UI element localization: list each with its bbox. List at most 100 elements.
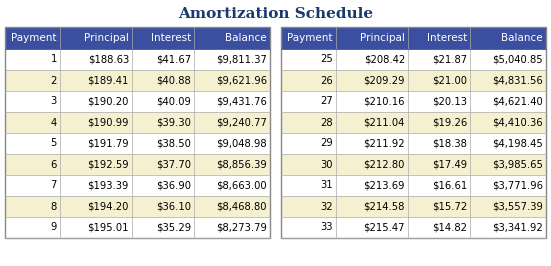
Bar xyxy=(132,175,194,196)
Bar xyxy=(5,175,60,196)
Text: 3: 3 xyxy=(51,97,57,106)
Bar xyxy=(194,70,270,91)
Text: $190.99: $190.99 xyxy=(88,118,129,127)
Text: $15.72: $15.72 xyxy=(432,202,467,211)
Bar xyxy=(5,112,60,133)
Bar xyxy=(336,196,408,217)
Bar xyxy=(281,154,336,175)
Bar xyxy=(132,154,194,175)
Text: $40.88: $40.88 xyxy=(156,76,191,85)
Bar xyxy=(60,27,132,49)
Text: $194.20: $194.20 xyxy=(88,202,129,211)
Text: 9: 9 xyxy=(51,222,57,232)
Text: Balance: Balance xyxy=(501,33,543,43)
Text: $9,621.96: $9,621.96 xyxy=(216,76,267,85)
Bar xyxy=(470,175,546,196)
Text: $9,048.98: $9,048.98 xyxy=(217,139,267,148)
Bar xyxy=(60,112,132,133)
Bar xyxy=(132,133,194,154)
Bar xyxy=(132,70,194,91)
Text: $8,663.00: $8,663.00 xyxy=(217,181,267,190)
Bar xyxy=(470,217,546,238)
Bar xyxy=(408,27,470,49)
Text: $4,410.36: $4,410.36 xyxy=(493,118,543,127)
Text: 27: 27 xyxy=(320,97,333,106)
Text: $193.39: $193.39 xyxy=(88,181,129,190)
Bar xyxy=(5,154,60,175)
Text: 26: 26 xyxy=(320,76,333,85)
Text: $5,040.85: $5,040.85 xyxy=(493,55,543,64)
Text: Balance: Balance xyxy=(225,33,267,43)
Text: $3,771.96: $3,771.96 xyxy=(492,181,543,190)
Text: $4,831.56: $4,831.56 xyxy=(492,76,543,85)
Bar xyxy=(60,196,132,217)
Bar xyxy=(5,49,60,70)
Text: Amortization Schedule: Amortization Schedule xyxy=(178,7,373,21)
Text: $9,811.37: $9,811.37 xyxy=(216,55,267,64)
Bar xyxy=(5,91,60,112)
Bar xyxy=(194,133,270,154)
Bar xyxy=(281,27,546,238)
Bar xyxy=(5,133,60,154)
Bar xyxy=(5,27,270,238)
Bar xyxy=(281,175,336,196)
Bar xyxy=(470,196,546,217)
Bar xyxy=(470,70,546,91)
Bar xyxy=(132,91,194,112)
Bar xyxy=(5,27,60,49)
Bar xyxy=(336,49,408,70)
Bar xyxy=(132,196,194,217)
Text: $9,431.76: $9,431.76 xyxy=(216,97,267,106)
Text: $3,557.39: $3,557.39 xyxy=(492,202,543,211)
Text: $3,341.92: $3,341.92 xyxy=(492,222,543,232)
Bar xyxy=(281,112,336,133)
Bar xyxy=(132,49,194,70)
Text: $19.26: $19.26 xyxy=(432,118,467,127)
Text: $40.09: $40.09 xyxy=(156,97,191,106)
Text: $189.41: $189.41 xyxy=(88,76,129,85)
Text: $210.16: $210.16 xyxy=(364,97,405,106)
Bar xyxy=(60,175,132,196)
Text: $211.04: $211.04 xyxy=(364,118,405,127)
Text: $38.50: $38.50 xyxy=(156,139,191,148)
Bar xyxy=(336,70,408,91)
Bar xyxy=(470,154,546,175)
Text: $213.69: $213.69 xyxy=(364,181,405,190)
Text: 8: 8 xyxy=(51,202,57,211)
Text: 4: 4 xyxy=(51,118,57,127)
Bar xyxy=(470,27,546,49)
Text: $211.92: $211.92 xyxy=(363,139,405,148)
Bar xyxy=(408,217,470,238)
Text: $18.38: $18.38 xyxy=(432,139,467,148)
Bar xyxy=(60,154,132,175)
Text: $192.59: $192.59 xyxy=(88,160,129,169)
Bar xyxy=(336,27,408,49)
Bar xyxy=(132,217,194,238)
Bar xyxy=(470,91,546,112)
Text: 33: 33 xyxy=(321,222,333,232)
Text: $16.61: $16.61 xyxy=(432,181,467,190)
Bar xyxy=(336,154,408,175)
Bar xyxy=(194,217,270,238)
Text: $36.10: $36.10 xyxy=(156,202,191,211)
Bar xyxy=(408,49,470,70)
Bar xyxy=(336,91,408,112)
Bar xyxy=(408,112,470,133)
Bar xyxy=(281,70,336,91)
Bar xyxy=(194,154,270,175)
Text: $14.82: $14.82 xyxy=(432,222,467,232)
Text: Payment: Payment xyxy=(12,33,57,43)
Bar xyxy=(336,217,408,238)
Text: $39.30: $39.30 xyxy=(156,118,191,127)
Text: $17.49: $17.49 xyxy=(432,160,467,169)
Text: Payment: Payment xyxy=(288,33,333,43)
Text: $4,198.45: $4,198.45 xyxy=(492,139,543,148)
Bar xyxy=(194,175,270,196)
Text: $41.67: $41.67 xyxy=(156,55,191,64)
Bar xyxy=(132,112,194,133)
Bar xyxy=(408,133,470,154)
Text: $36.90: $36.90 xyxy=(156,181,191,190)
Text: $190.20: $190.20 xyxy=(88,97,129,106)
Text: $35.29: $35.29 xyxy=(156,222,191,232)
Text: $209.29: $209.29 xyxy=(364,76,405,85)
